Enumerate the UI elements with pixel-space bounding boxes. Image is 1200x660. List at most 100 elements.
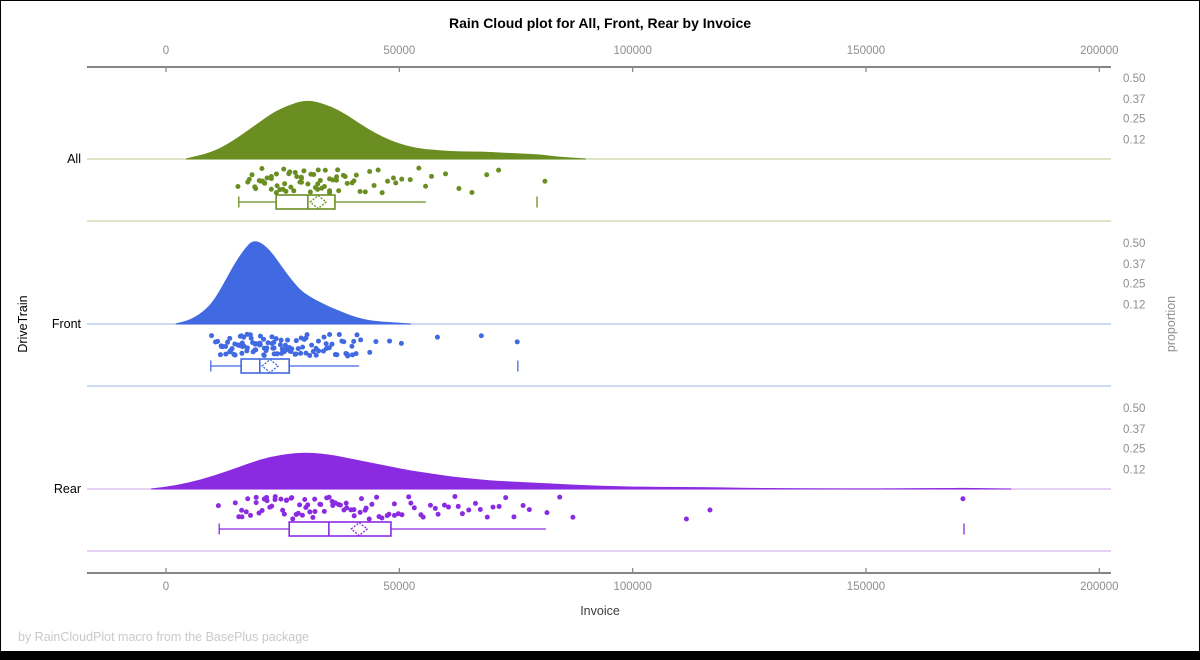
rain-point-front	[277, 342, 283, 348]
rain-point-front	[329, 341, 335, 347]
rain-point-rear	[239, 507, 245, 513]
rain-point-rear	[243, 509, 249, 515]
rain-point-rear	[490, 504, 496, 510]
rain-point-rear	[435, 511, 441, 517]
rain-point-front	[321, 334, 327, 340]
rain-point-rear	[321, 508, 327, 514]
rain-point-rear	[259, 508, 265, 514]
rain-point-rear	[707, 507, 713, 513]
rain-point-rear	[391, 501, 397, 507]
rain-point-rear	[312, 508, 318, 514]
rain-point-rear	[452, 493, 458, 499]
rain-point-rear	[264, 498, 270, 504]
rain-point-all	[469, 190, 475, 196]
rain-point-front	[313, 352, 319, 358]
rain-point-front	[514, 339, 520, 345]
rain-point-all	[375, 167, 381, 173]
rain-point-all	[294, 174, 300, 180]
rain-point-all	[305, 181, 311, 187]
rain-point-all	[393, 180, 399, 186]
rain-point-all	[423, 183, 429, 189]
rain-point-front	[223, 351, 229, 357]
rain-point-all	[315, 167, 321, 173]
rain-point-rear	[374, 494, 380, 500]
rain-point-front	[273, 336, 279, 342]
rain-point-rear	[343, 500, 349, 506]
box-iqr	[288, 521, 392, 537]
rain-point-front	[353, 351, 359, 357]
rain-point-front	[334, 352, 340, 358]
proportion-tick-label: 0.12	[1123, 135, 1145, 147]
rain-point-front	[387, 338, 393, 344]
rain-point-rear	[239, 514, 245, 520]
proportion-tick-label: 0.37	[1123, 259, 1145, 271]
rain-point-rear	[344, 505, 350, 511]
rain-point-rear	[363, 505, 369, 511]
rain-point-all	[249, 172, 255, 178]
rain-point-all	[456, 185, 462, 191]
rain-point-rear	[432, 505, 438, 511]
rain-point-all	[299, 179, 305, 185]
rain-point-front	[315, 338, 321, 344]
rain-point-all	[273, 190, 279, 196]
rain-point-front	[257, 333, 263, 339]
rain-point-front	[326, 345, 332, 351]
rain-point-rear	[455, 503, 461, 509]
top-x-axis-tick-label: 150000	[847, 45, 885, 57]
rain-point-rear	[297, 502, 303, 508]
rain-point-rear	[544, 510, 550, 516]
rain-point-rear	[253, 494, 259, 500]
rain-point-front	[261, 336, 267, 342]
rain-point-rear	[269, 503, 275, 509]
rain-point-all	[327, 188, 333, 194]
rain-point-front	[231, 351, 237, 357]
rain-point-front	[261, 352, 267, 358]
rain-point-front	[336, 332, 342, 338]
rain-point-all	[268, 176, 274, 182]
rain-point-rear	[357, 509, 363, 515]
rain-point-rear	[290, 516, 296, 522]
rain-point-all	[291, 188, 297, 194]
bottom-x-axis-tick-label: 150000	[847, 581, 885, 593]
mean-diamond	[309, 194, 328, 210]
rain-point-rear	[386, 511, 392, 517]
rain-point-front	[367, 349, 373, 355]
rain-point-front	[257, 342, 263, 348]
rain-point-rear	[358, 496, 364, 502]
rain-point-front	[244, 345, 250, 351]
rain-point-all	[264, 175, 270, 181]
rain-point-rear	[305, 502, 311, 508]
rain-point-front	[373, 339, 379, 345]
rain-point-rear	[484, 514, 490, 520]
rain-point-front	[309, 342, 315, 348]
rain-point-all	[299, 175, 305, 181]
rain-point-front	[274, 351, 280, 357]
rain-point-all	[282, 181, 288, 187]
rain-point-rear	[272, 494, 278, 500]
density-cloud-front	[175, 241, 412, 325]
category-label-front: Front	[51, 317, 81, 331]
rain-point-rear	[318, 501, 324, 507]
rain-point-all	[288, 184, 294, 190]
rain-point-front	[307, 353, 313, 359]
rain-point-front	[239, 350, 245, 356]
rain-point-rear	[406, 494, 412, 500]
rain-point-front	[358, 337, 364, 343]
rain-point-front	[235, 342, 241, 348]
rain-point-rear	[366, 516, 372, 522]
rain-point-front	[354, 332, 360, 338]
rain-point-rear	[503, 495, 509, 501]
proportion-tick-label: 0.37	[1123, 424, 1145, 436]
rain-point-front	[282, 342, 288, 348]
rain-point-all	[496, 167, 502, 173]
rain-point-all	[542, 178, 548, 184]
bottom-x-axis-tick-label: 100000	[613, 581, 651, 593]
rain-point-all	[385, 178, 391, 184]
bottom-x-axis-tick-label: 50000	[383, 581, 415, 593]
rain-point-all	[317, 177, 323, 183]
rain-point-rear	[247, 512, 253, 518]
rain-point-rear	[446, 504, 452, 510]
rain-point-all	[311, 172, 317, 178]
rain-point-all	[246, 176, 252, 182]
proportion-tick-label: 0.25	[1123, 279, 1145, 291]
